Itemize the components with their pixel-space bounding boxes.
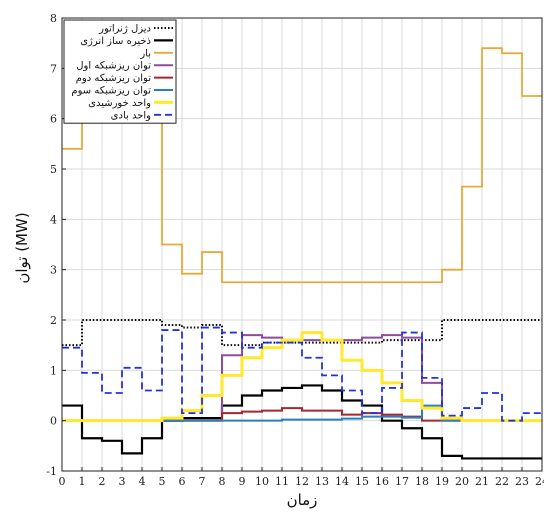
y-tick-label: 5 [50,163,57,176]
x-tick-label: 6 [179,475,186,488]
x-tick-label: 11 [275,475,289,488]
x-tick-label: 4 [139,475,146,488]
y-tick-label: 6 [50,113,57,126]
series-line-2 [62,384,542,460]
legend-label: توان ریزشبکه سوم [71,86,151,97]
y-axis-ticks: -1 0 1 2 3 4 5 6 7 8 [46,12,66,478]
x-tick-label: 8 [219,475,226,488]
legend-label: توان ریزشبکه دوم [76,73,152,84]
x-tick-label: 15 [355,475,369,488]
x-tick-label: 7 [199,475,206,488]
legend-label: بار [139,48,151,59]
x-axis-ticks: 0123456789101112131415161718192021222324 [59,467,544,488]
x-tick-label: 22 [495,475,509,488]
y-tick-label: 1 [50,364,57,377]
legend-label: دیزل ژنراتور [98,24,151,35]
x-tick-label: 5 [159,475,166,488]
x-tick-label: 13 [315,475,329,488]
legend-box [63,19,177,124]
x-tick-label: 1 [79,475,86,488]
x-tick-label: 18 [415,475,429,488]
y-tick-label: 2 [50,314,57,327]
x-tick-label: 10 [255,475,269,488]
x-tick-label: 23 [515,475,529,488]
x-tick-label: 12 [295,475,309,488]
x-axis-label: زمان [287,491,318,509]
x-tick-label: 0 [59,475,66,488]
legend-label: واحد خورشیدی [88,98,151,109]
series-line-8 [62,326,542,422]
y-tick-label: 0 [50,415,57,428]
legend-label: ذخیره ساز انرژی [80,36,151,47]
x-tick-label: 9 [239,475,246,488]
y-tick-label: 7 [50,62,57,75]
y-tick-label: 3 [50,264,57,277]
x-tick-label: 19 [435,475,449,488]
legend-label: واحد بادی [111,110,151,121]
x-tick-label: 17 [395,475,409,488]
x-tick-label: 3 [119,475,126,488]
x-tick-label: 24 [535,475,544,488]
x-tick-label: 21 [475,475,489,488]
x-tick-label: 2 [99,475,106,488]
x-tick-label: 16 [375,475,389,488]
x-tick-label: 14 [335,475,349,488]
x-tick-label: 20 [455,475,469,488]
y-tick-label: -1 [46,465,57,478]
y-tick-label: 8 [50,12,57,25]
y-tick-label: 4 [50,213,57,226]
legend-label: توان ریزشبکه اول [76,61,151,72]
y-axis-label: توان (MW) [13,212,31,283]
